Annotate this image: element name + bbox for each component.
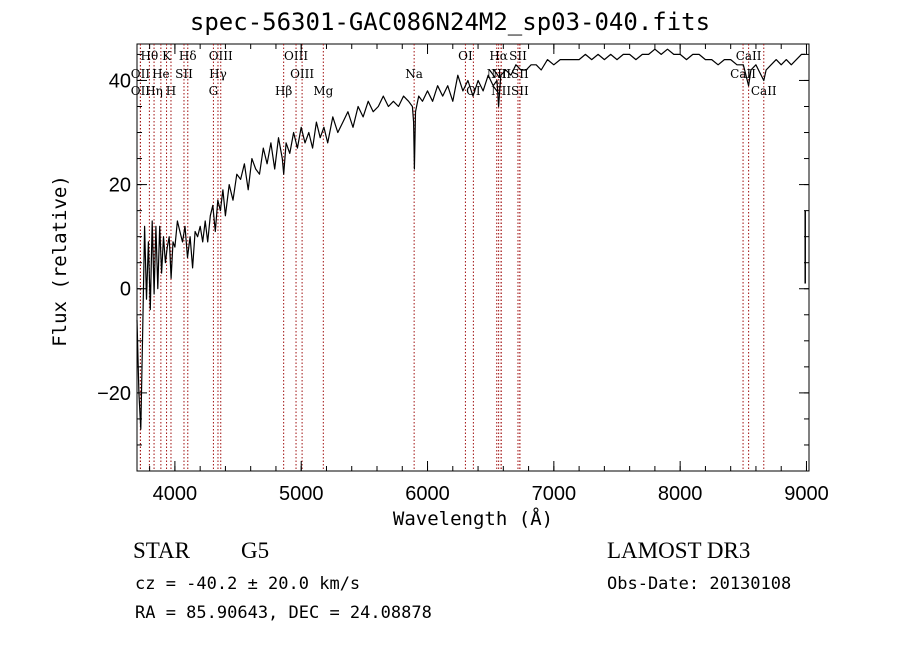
x-tick-label: 6000 — [405, 483, 450, 505]
y-tick-label: −20 — [97, 383, 131, 405]
object-subclass: G5 — [241, 538, 270, 563]
line-marker-label: Hη — [145, 84, 163, 98]
line-marker-label: SII — [175, 67, 193, 81]
x-tick-label: 5000 — [279, 483, 324, 505]
line-marker-label: Hβ — [275, 84, 292, 98]
line-marker-label: He — [152, 67, 170, 81]
line-marker-label: Hα — [489, 49, 508, 63]
line-marker-label: H — [166, 84, 176, 98]
observation-date: Obs-Date: 20130108 — [607, 574, 792, 594]
y-tick-label: 0 — [120, 279, 131, 301]
line-marker-label: CaII — [736, 49, 762, 63]
chart-title: spec-56301-GAC086N24M2_sp03-040.fits — [189, 8, 711, 36]
line-marker-label: SII — [511, 84, 529, 98]
line-marker-label: SII — [509, 49, 527, 63]
line-marker-label: Hθ — [141, 49, 159, 63]
line-marker-label: CaII — [751, 84, 777, 98]
x-tick-label: 9000 — [784, 483, 829, 505]
x-axis-label: Wavelength (Å) — [392, 508, 554, 530]
line-marker-label: OI — [458, 49, 473, 63]
x-tick-label: 4000 — [153, 483, 198, 505]
line-marker-label: OII — [131, 84, 151, 98]
x-tick-label: 8000 — [658, 483, 703, 505]
survey-name: LAMOST DR3 — [607, 538, 751, 563]
line-marker-label: NII — [491, 84, 511, 98]
line-marker-label: G — [209, 84, 219, 98]
redshift-value: cz = -40.2 ± 20.0 km/s — [135, 574, 361, 594]
y-tick-label: 40 — [109, 70, 131, 92]
x-tick-label: 7000 — [532, 483, 577, 505]
line-marker-label: K — [162, 49, 172, 63]
y-axis-label: Flux (relative) — [49, 175, 71, 347]
line-marker-label: OIII — [209, 49, 233, 63]
line-marker-label: OIII — [284, 49, 308, 63]
coordinates: RA = 85.90643, DEC = 24.08878 — [135, 603, 432, 623]
line-marker-label: Mg — [313, 84, 333, 98]
y-tick-label: 20 — [109, 175, 131, 197]
line-marker-label: Hγ — [209, 67, 227, 81]
line-marker-label: OII — [131, 67, 151, 81]
object-class: STAR — [133, 538, 190, 563]
line-marker-label: Hδ — [179, 49, 197, 63]
line-marker-label: OIII — [290, 67, 314, 81]
line-marker-label: Na — [405, 67, 423, 81]
spectrum-line — [136, 48, 806, 430]
line-marker-label: NII — [487, 67, 507, 81]
